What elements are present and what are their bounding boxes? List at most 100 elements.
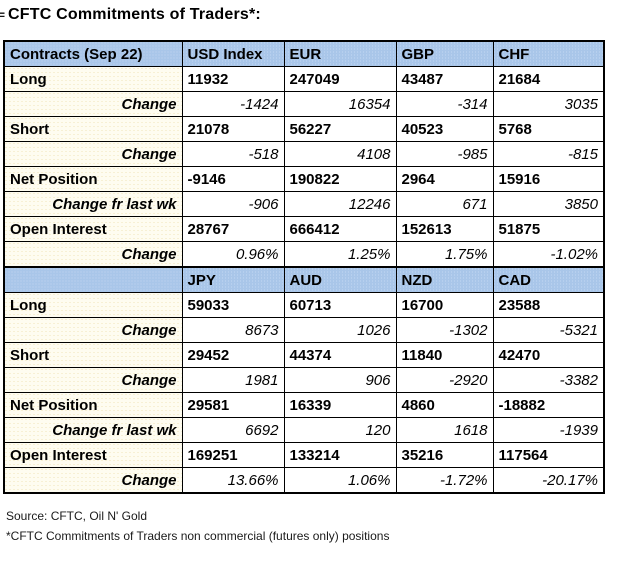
- cell: -20.17%: [492, 467, 605, 494]
- cell: -1424: [181, 91, 285, 117]
- cell: 11932: [181, 66, 285, 92]
- cell-net-positive: 29581: [181, 392, 285, 418]
- cell: 12246: [283, 191, 397, 217]
- cell: 8673: [181, 317, 285, 343]
- cell: 1618: [395, 417, 494, 443]
- table-row-long: Long 11932 247049 43487 21684: [3, 66, 605, 92]
- row-label: Change: [3, 367, 183, 393]
- cell: 1.75%: [395, 241, 494, 268]
- column-header-chf: CHF: [492, 40, 605, 67]
- cell: 152613: [395, 216, 494, 242]
- table-row-short-change: Change 1981 906 -2920 -3382: [3, 367, 605, 393]
- cell-net-positive: 2964: [395, 166, 494, 192]
- table-row-long-change: Change 8673 1026 -1302 -5321: [3, 317, 605, 343]
- cell: 247049: [283, 66, 397, 92]
- column-header-jpy: JPY: [181, 266, 285, 293]
- row-label: Change: [3, 317, 183, 343]
- row-label: Long: [3, 292, 183, 318]
- row-label: Open Interest: [3, 442, 183, 468]
- row-label: Change fr last wk: [3, 191, 183, 217]
- table-row-short: Short 21078 56227 40523 5768: [3, 116, 605, 142]
- cell-net-negative: -18882: [492, 392, 605, 418]
- cell: 11840: [395, 342, 494, 368]
- cell: 1981: [181, 367, 285, 393]
- cell: 60713: [283, 292, 397, 318]
- cell-net-negative: -9146: [181, 166, 285, 192]
- cell: 1.06%: [283, 467, 397, 494]
- cell: -5321: [492, 317, 605, 343]
- cell-net-positive: 190822: [283, 166, 397, 192]
- cell: 3850: [492, 191, 605, 217]
- page-title: CFTC Commitments of Traders*:: [8, 6, 261, 23]
- cell: 59033: [181, 292, 285, 318]
- column-header-cad: CAD: [492, 266, 605, 293]
- cell: 21684: [492, 66, 605, 92]
- cell: -1939: [492, 417, 605, 443]
- cell-net-positive: 4860: [395, 392, 494, 418]
- row-label: Open Interest: [3, 216, 183, 242]
- cell: 1.25%: [283, 241, 397, 268]
- cell: 4108: [283, 141, 397, 167]
- section2-header-row: JPY AUD NZD CAD: [3, 266, 605, 293]
- row-label: Change: [3, 467, 183, 494]
- cell: 5768: [492, 116, 605, 142]
- table-row-short-change: Change -518 4108 -985 -815: [3, 141, 605, 167]
- row-label: Short: [3, 342, 183, 368]
- table-row-net-position: Net Position 29581 16339 4860 -18882: [3, 392, 605, 418]
- row-label: Net Position: [3, 392, 183, 418]
- cell: 671: [395, 191, 494, 217]
- table-row-open-interest: Open Interest 28767 666412 152613 51875: [3, 216, 605, 242]
- cell: 51875: [492, 216, 605, 242]
- cell: 133214: [283, 442, 397, 468]
- cell: -3382: [492, 367, 605, 393]
- table-row-net-position: Net Position -9146 190822 2964 15916: [3, 166, 605, 192]
- cell: -518: [181, 141, 285, 167]
- column-header-nzd: NZD: [395, 266, 494, 293]
- cell: 169251: [181, 442, 285, 468]
- cell: 40523: [395, 116, 494, 142]
- cell: -815: [492, 141, 605, 167]
- column-header-eur: EUR: [283, 40, 397, 67]
- cell: 23588: [492, 292, 605, 318]
- table-row-change-fr-last-wk: Change fr last wk 6692 120 1618 -1939: [3, 417, 605, 443]
- table-row-long-change: Change -1424 16354 -314 3035: [3, 91, 605, 117]
- table-row-oi-change: Change 0.96% 1.25% 1.75% -1.02%: [3, 241, 605, 268]
- row-label: Change: [3, 241, 183, 268]
- title-row: = CFTC Commitments of Traders*:: [0, 6, 261, 24]
- column-header-usd-index: USD Index: [181, 40, 285, 67]
- table-row-oi-change: Change 13.66% 1.06% -1.72% -20.17%: [3, 467, 605, 494]
- row-label: Change fr last wk: [3, 417, 183, 443]
- column-header-gbp: GBP: [395, 40, 494, 67]
- cell: 35216: [395, 442, 494, 468]
- row-label: Change: [3, 91, 183, 117]
- section1-header-row: Contracts (Sep 22) USD Index EUR GBP CHF: [3, 40, 605, 67]
- cell: -906: [181, 191, 285, 217]
- row-label: Net Position: [3, 166, 183, 192]
- table-row-open-interest: Open Interest 169251 133214 35216 117564: [3, 442, 605, 468]
- cell: -1302: [395, 317, 494, 343]
- cell-net-positive: 16339: [283, 392, 397, 418]
- cell: -2920: [395, 367, 494, 393]
- cell: -1.72%: [395, 467, 494, 494]
- footer: Source: CFTC, Oil N' Gold *CFTC Commitme…: [6, 506, 389, 546]
- title-bullet-icon: =: [0, 8, 6, 22]
- row-label: Long: [3, 66, 183, 92]
- cell: 6692: [181, 417, 285, 443]
- cell: 16700: [395, 292, 494, 318]
- table-row-long: Long 59033 60713 16700 23588: [3, 292, 605, 318]
- cell: 21078: [181, 116, 285, 142]
- cell-net-positive: 15916: [492, 166, 605, 192]
- table-row-short: Short 29452 44374 11840 42470: [3, 342, 605, 368]
- cot-table: Contracts (Sep 22) USD Index EUR GBP CHF…: [3, 40, 605, 494]
- cell: 16354: [283, 91, 397, 117]
- column-header-contracts: Contracts (Sep 22): [3, 40, 183, 67]
- cell: 29452: [181, 342, 285, 368]
- cell: -1.02%: [492, 241, 605, 268]
- cell: 3035: [492, 91, 605, 117]
- column-header-aud: AUD: [283, 266, 397, 293]
- table-row-change-fr-last-wk: Change fr last wk -906 12246 671 3850: [3, 191, 605, 217]
- cell: 43487: [395, 66, 494, 92]
- cell: 42470: [492, 342, 605, 368]
- cell: 1026: [283, 317, 397, 343]
